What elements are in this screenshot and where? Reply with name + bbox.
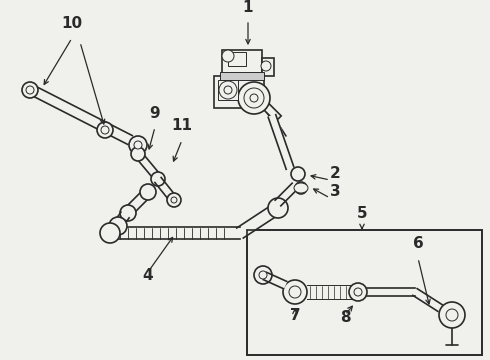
Text: 6: 6 bbox=[413, 236, 423, 251]
Polygon shape bbox=[124, 189, 151, 216]
Bar bbox=[214, 76, 264, 108]
Circle shape bbox=[120, 205, 136, 221]
Text: 8: 8 bbox=[340, 310, 350, 325]
Circle shape bbox=[219, 81, 237, 99]
Circle shape bbox=[134, 141, 142, 149]
Bar bbox=[218, 80, 238, 100]
Circle shape bbox=[254, 266, 272, 284]
Polygon shape bbox=[268, 115, 294, 169]
Bar bbox=[222, 50, 262, 78]
Text: 7: 7 bbox=[290, 308, 300, 323]
Circle shape bbox=[349, 283, 367, 301]
Bar bbox=[247, 230, 482, 355]
Circle shape bbox=[131, 147, 145, 161]
Polygon shape bbox=[135, 152, 161, 181]
Circle shape bbox=[97, 122, 113, 138]
Text: 10: 10 bbox=[61, 16, 82, 31]
Circle shape bbox=[22, 82, 38, 98]
Bar bbox=[262, 58, 274, 76]
Polygon shape bbox=[263, 273, 287, 289]
Circle shape bbox=[101, 126, 109, 134]
Circle shape bbox=[439, 302, 465, 328]
Ellipse shape bbox=[294, 183, 308, 193]
Text: 1: 1 bbox=[243, 0, 253, 15]
Polygon shape bbox=[110, 227, 240, 239]
Circle shape bbox=[291, 167, 305, 181]
Text: 2: 2 bbox=[330, 166, 341, 181]
Polygon shape bbox=[275, 183, 298, 206]
Circle shape bbox=[100, 223, 120, 243]
Circle shape bbox=[109, 217, 127, 235]
Polygon shape bbox=[413, 289, 442, 311]
Circle shape bbox=[222, 50, 234, 62]
Bar bbox=[260, 100, 281, 122]
Text: 9: 9 bbox=[149, 106, 160, 121]
Polygon shape bbox=[307, 285, 355, 299]
Circle shape bbox=[151, 172, 165, 186]
Bar bbox=[220, 72, 264, 80]
Polygon shape bbox=[114, 212, 129, 228]
Polygon shape bbox=[30, 86, 132, 144]
Text: 11: 11 bbox=[172, 118, 193, 133]
Circle shape bbox=[259, 271, 267, 279]
Bar bbox=[228, 52, 246, 66]
Circle shape bbox=[238, 82, 270, 114]
Polygon shape bbox=[155, 177, 177, 202]
Polygon shape bbox=[237, 205, 278, 238]
Circle shape bbox=[224, 86, 232, 94]
Text: 4: 4 bbox=[143, 268, 153, 283]
Circle shape bbox=[171, 197, 177, 203]
Circle shape bbox=[250, 94, 258, 102]
Text: 3: 3 bbox=[330, 184, 341, 199]
Circle shape bbox=[268, 198, 288, 218]
Circle shape bbox=[167, 193, 181, 207]
Circle shape bbox=[295, 182, 307, 194]
Circle shape bbox=[283, 280, 307, 304]
Circle shape bbox=[261, 61, 271, 71]
Circle shape bbox=[140, 184, 156, 200]
Polygon shape bbox=[367, 288, 415, 296]
Circle shape bbox=[244, 88, 264, 108]
Text: 5: 5 bbox=[357, 206, 368, 221]
Circle shape bbox=[26, 86, 34, 94]
Circle shape bbox=[129, 136, 147, 154]
Circle shape bbox=[354, 288, 362, 296]
Circle shape bbox=[446, 309, 458, 321]
Circle shape bbox=[289, 286, 301, 298]
